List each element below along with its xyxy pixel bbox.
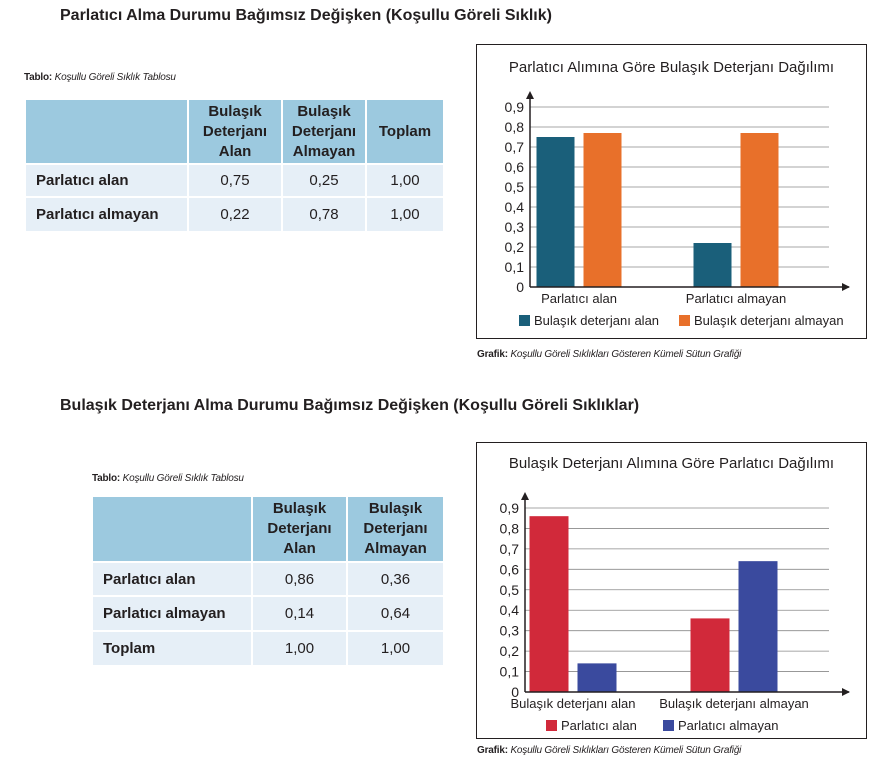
y-tick-label: 0,9 bbox=[500, 500, 520, 516]
table-corner-cell bbox=[93, 497, 252, 562]
section1-table-caption: Tablo: Koşullu Göreli Sıklık Tablosu bbox=[24, 72, 176, 83]
bar bbox=[738, 561, 778, 692]
table-row: Parlatıcı alan 0,86 0,36 bbox=[93, 561, 443, 596]
chart-1: Parlatıcı Alımına Göre Bulaşık Deterjanı… bbox=[476, 44, 867, 339]
chart-svg: Parlatıcı Alımına Göre Bulaşık Deterjanı… bbox=[505, 59, 850, 328]
table-row: Parlatıcı almayan 0,14 0,64 bbox=[93, 595, 443, 631]
y-axis-arrow bbox=[526, 91, 534, 99]
section2-heading: Bulaşık Deterjanı Alma Durumu Bağımsız D… bbox=[60, 397, 640, 414]
table-cell: 0,36 bbox=[346, 561, 443, 596]
table-row: Parlatıcı alan 0,75 0,25 1,00 bbox=[26, 163, 443, 197]
y-tick-label: 0,3 bbox=[500, 623, 520, 639]
section2-table: Bulaşık Deterjanı Alan Bulaşık Deterjanı… bbox=[93, 497, 443, 665]
y-tick-label: 0 bbox=[511, 684, 519, 700]
section2-table-caption: Tablo: Koşullu Göreli Sıklık Tablosu bbox=[92, 473, 244, 484]
y-tick-label: 0,1 bbox=[505, 259, 525, 275]
table-cell: 0,22 bbox=[187, 196, 282, 231]
table-cell: 0,78 bbox=[281, 196, 366, 231]
table-caption-prefix: Tablo: bbox=[24, 72, 53, 83]
column-header: Toplam bbox=[365, 100, 443, 164]
chart-2: Bulaşık Deterjanı Alımına Göre Parlatıcı… bbox=[476, 442, 867, 739]
legend-label: Bulaşık deterjanı alan bbox=[534, 313, 659, 328]
table-cell: 0,75 bbox=[187, 163, 282, 197]
table-corner-cell bbox=[26, 100, 188, 164]
x-tick-label: Parlatıcı almayan bbox=[686, 291, 786, 306]
y-tick-label: 0,8 bbox=[505, 119, 525, 135]
column-header: Bulaşık Deterjanı Alan bbox=[187, 100, 282, 164]
column-header: Bulaşık Deterjanı Almayan bbox=[281, 100, 366, 164]
table-cell: 1,00 bbox=[346, 630, 443, 665]
y-tick-label: 0,5 bbox=[505, 179, 525, 195]
x-axis-arrow bbox=[842, 688, 850, 696]
y-tick-label: 0,9 bbox=[505, 99, 525, 115]
bar bbox=[740, 133, 779, 287]
column-header: Bulaşık Deterjanı Alan bbox=[251, 497, 347, 562]
legend-label: Bulaşık deterjanı almayan bbox=[694, 313, 844, 328]
chart-title: Bulaşık Deterjanı Alımına Göre Parlatıcı… bbox=[509, 455, 834, 472]
section1-heading: Parlatıcı Alma Durumu Bağımsız Değişken … bbox=[60, 7, 552, 24]
y-tick-label: 0,7 bbox=[500, 541, 520, 557]
y-tick-label: 0,4 bbox=[500, 602, 520, 618]
bar bbox=[577, 663, 617, 692]
legend-swatch bbox=[546, 720, 557, 731]
table-cell: 0,14 bbox=[251, 595, 347, 631]
chart-title: Parlatıcı Alımına Göre Bulaşık Deterjanı… bbox=[509, 59, 834, 76]
y-tick-label: 0,4 bbox=[505, 199, 525, 215]
bar bbox=[690, 618, 730, 692]
y-axis-arrow bbox=[521, 492, 529, 500]
legend-swatch bbox=[663, 720, 674, 731]
table-cell: 0,25 bbox=[281, 163, 366, 197]
section1-table: Bulaşık Deterjanı Alan Bulaşık Deterjanı… bbox=[26, 100, 443, 231]
table-caption-text: Koşullu Göreli Sıklık Tablosu bbox=[122, 473, 244, 484]
column-header: Bulaşık Deterjanı Almayan bbox=[346, 497, 443, 562]
section2-graph-caption: Grafik: Koşullu Göreli Sıklıkları Göster… bbox=[477, 745, 741, 756]
legend-swatch bbox=[519, 315, 530, 326]
y-tick-label: 0,6 bbox=[505, 159, 525, 175]
bar bbox=[529, 516, 569, 692]
table-caption-text: Koşullu Göreli Sıklık Tablosu bbox=[54, 72, 176, 83]
table-row: Parlatıcı almayan 0,22 0,78 1,00 bbox=[26, 196, 443, 231]
row-label: Parlatıcı almayan bbox=[93, 595, 252, 631]
section1-graph-caption: Grafik: Koşullu Göreli Sıklıkları Göster… bbox=[477, 349, 741, 360]
legend-label: Parlatıcı almayan bbox=[678, 718, 778, 733]
table-row: Toplam 1,00 1,00 bbox=[93, 630, 443, 665]
chart-svg: Bulaşık Deterjanı Alımına Göre Parlatıcı… bbox=[500, 455, 850, 733]
bar bbox=[693, 243, 732, 287]
table-cell: 0,64 bbox=[346, 595, 443, 631]
x-tick-label: Parlatıcı alan bbox=[541, 291, 617, 306]
y-tick-label: 0,2 bbox=[500, 643, 520, 659]
y-tick-label: 0,2 bbox=[505, 239, 525, 255]
x-tick-label: Bulaşık deterjanı almayan bbox=[659, 696, 809, 711]
table-cell: 1,00 bbox=[365, 163, 443, 197]
row-label: Parlatıcı alan bbox=[26, 163, 188, 197]
table-caption-prefix: Tablo: bbox=[92, 473, 121, 484]
legend-swatch bbox=[679, 315, 690, 326]
y-tick-label: 0,6 bbox=[500, 561, 520, 577]
y-tick-label: 0,1 bbox=[500, 664, 520, 680]
y-tick-label: 0,8 bbox=[500, 520, 520, 536]
y-tick-label: 0 bbox=[516, 279, 524, 295]
row-label: Toplam bbox=[93, 630, 252, 665]
graph-caption-text: Koşullu Göreli Sıklıkları Gösteren Kümel… bbox=[510, 349, 742, 360]
table-cell: 0,86 bbox=[251, 561, 347, 596]
bar bbox=[536, 137, 575, 287]
x-axis-arrow bbox=[842, 283, 850, 291]
bar bbox=[583, 133, 622, 287]
table-cell: 1,00 bbox=[365, 196, 443, 231]
legend-label: Parlatıcı alan bbox=[561, 718, 637, 733]
y-tick-label: 0,5 bbox=[500, 582, 520, 598]
graph-caption-prefix: Grafik: bbox=[477, 349, 508, 360]
table-cell: 1,00 bbox=[251, 630, 347, 665]
row-label: Parlatıcı almayan bbox=[26, 196, 188, 231]
row-label: Parlatıcı alan bbox=[93, 561, 252, 596]
y-tick-label: 0,7 bbox=[505, 139, 525, 155]
x-tick-label: Bulaşık deterjanı alan bbox=[510, 696, 635, 711]
graph-caption-prefix: Grafik: bbox=[477, 745, 508, 756]
graph-caption-text: Koşullu Göreli Sıklıkları Gösteren Kümel… bbox=[510, 745, 742, 756]
y-tick-label: 0,3 bbox=[505, 219, 525, 235]
